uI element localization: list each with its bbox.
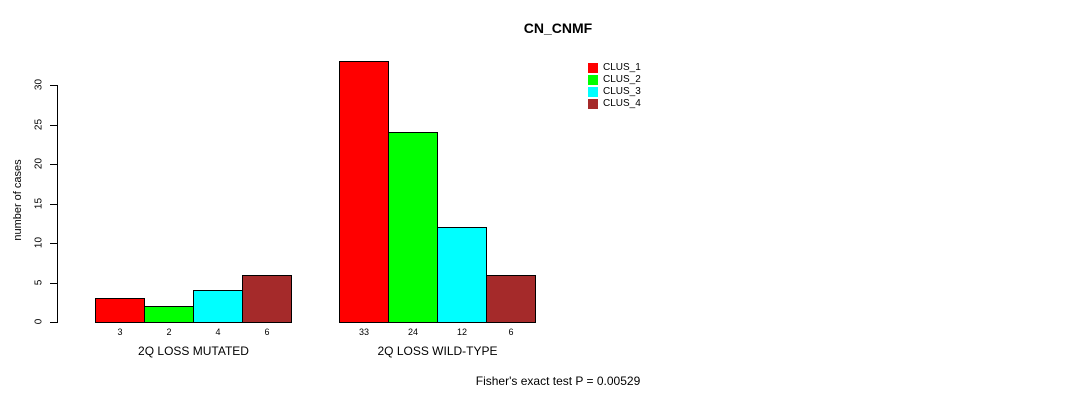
- bar-value-label: 12: [456, 327, 468, 337]
- legend-swatch-clus_2: [588, 75, 598, 85]
- y-tick-mark: [50, 164, 57, 165]
- y-tick-label: 20: [33, 157, 45, 170]
- y-tick-label: 5: [33, 279, 45, 286]
- y-tick-label: 10: [33, 236, 45, 249]
- bar-clus_2-group2: [388, 132, 438, 323]
- bar-value-label: 6: [264, 327, 270, 337]
- y-tick-label: 30: [33, 78, 45, 91]
- bar-clus_2-group1: [144, 306, 194, 323]
- legend-label-clus_3: CLUS_3: [603, 86, 641, 97]
- y-axis-line: [57, 85, 58, 323]
- legend-label-clus_2: CLUS_2: [603, 74, 641, 85]
- y-tick-label: 15: [33, 197, 45, 210]
- y-tick-mark: [50, 322, 57, 323]
- bar-clus_3-group1: [193, 290, 243, 323]
- chart-title: CN_CNMF: [523, 20, 593, 36]
- y-axis-label: number of cases: [12, 159, 24, 241]
- bar-value-label: 4: [215, 327, 221, 337]
- y-tick-mark: [50, 283, 57, 284]
- legend-swatch-clus_1: [588, 63, 598, 73]
- y-tick-label: 0: [33, 318, 45, 325]
- bar-value-label: 6: [508, 327, 514, 337]
- bar-clus_4-group1: [242, 275, 292, 323]
- group-label-1: 2Q LOSS MUTATED: [138, 344, 249, 358]
- bar-clus_1-group1: [95, 298, 145, 323]
- y-tick-mark: [50, 243, 57, 244]
- legend-swatch-clus_4: [588, 99, 598, 109]
- bar-clus_3-group2: [437, 227, 487, 323]
- y-tick-mark: [50, 85, 57, 86]
- bar-clus_1-group2: [339, 61, 389, 323]
- bar-value-label: 2: [166, 327, 172, 337]
- bar-clus_4-group2: [486, 275, 536, 323]
- legend-swatch-clus_3: [588, 87, 598, 97]
- bar-value-label: 24: [407, 327, 419, 337]
- y-tick-mark: [50, 204, 57, 205]
- bar-value-label: 3: [117, 327, 123, 337]
- y-tick-label: 25: [33, 118, 45, 131]
- legend-label-clus_4: CLUS_4: [603, 98, 641, 109]
- legend-label-clus_1: CLUS_1: [603, 62, 641, 73]
- group-label-2: 2Q LOSS WILD-TYPE: [377, 344, 498, 358]
- bar-value-label: 33: [358, 327, 370, 337]
- y-tick-mark: [50, 125, 57, 126]
- footer-stat-text: Fisher's exact test P = 0.00529: [475, 374, 641, 388]
